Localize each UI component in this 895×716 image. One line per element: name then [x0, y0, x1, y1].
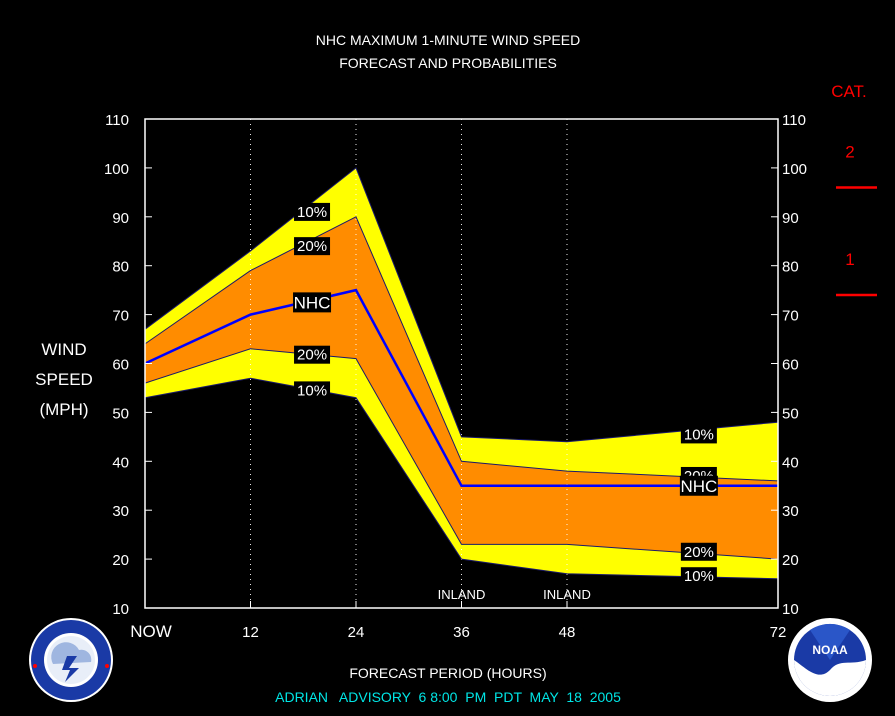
- band-label-box: [294, 345, 331, 364]
- band-label-box: [679, 475, 718, 496]
- band-label: 10%: [684, 426, 714, 443]
- series-line-0: [144, 167, 779, 443]
- y-tick-label-left: 70: [112, 308, 129, 325]
- category-title: CAT.: [831, 82, 867, 101]
- y-tick-label-right: 50: [782, 405, 799, 422]
- chart-subtitle: FORECAST AND PROBABILITIES: [339, 55, 557, 71]
- y-tick-label-right: 90: [782, 210, 799, 227]
- x-tick-label: 36: [453, 624, 470, 641]
- inland-label: INLAND: [438, 587, 486, 602]
- y-tick-label-left: 100: [104, 161, 129, 178]
- y-tick-label-left: 110: [105, 112, 129, 129]
- x-tick-label: NOW: [130, 622, 172, 641]
- y-tick-label-left: 20: [112, 552, 129, 569]
- category-scale: 21: [836, 142, 877, 297]
- y-axis-label-line-2: SPEED: [35, 370, 93, 389]
- x-tick-label: 72: [770, 624, 787, 641]
- y-tick-label-left: 60: [112, 357, 129, 374]
- y-axis-label-line-1: WIND: [41, 340, 86, 359]
- inland-label: INLAND: [543, 587, 591, 602]
- y-tick-label-left: 10: [112, 601, 129, 618]
- band-label: 10%: [297, 382, 327, 399]
- band-label: 20%: [297, 347, 327, 364]
- y-tick-label-right: 60: [782, 357, 799, 374]
- y-tick-label-right: 40: [782, 454, 799, 471]
- y-tick-label-left: 80: [112, 259, 129, 276]
- inland-labels: INLAND INLAND: [438, 587, 591, 602]
- x-tick-label: 24: [348, 624, 365, 641]
- band-label-box: [680, 542, 717, 561]
- y-tick-label-left: 30: [112, 503, 129, 520]
- noaa-logo-icon: NOAA: [788, 618, 872, 702]
- band-label-box: [294, 381, 331, 400]
- band-label-box: [680, 425, 717, 444]
- y-tick-label-right: 10: [782, 601, 799, 618]
- band-label-box: [294, 237, 331, 256]
- y-tick-label-right: 110: [782, 112, 806, 129]
- band-label: 10%: [684, 568, 714, 585]
- band-label-box: [294, 202, 331, 221]
- band-label: 20%: [684, 544, 714, 561]
- category-label: 1: [845, 250, 854, 269]
- y-tick-label-right: 20: [782, 552, 799, 569]
- category-label: 2: [845, 142, 854, 161]
- y-tick-label-left: 50: [112, 405, 129, 422]
- y-tick-label-right: 70: [782, 308, 799, 325]
- y-tick-label-right: 100: [782, 161, 807, 178]
- band-label: 10%: [297, 204, 327, 221]
- series-lines: [144, 167, 779, 580]
- y-tick-label-left: 90: [112, 210, 129, 227]
- series-line-3: [144, 348, 779, 560]
- y-tick-label-left: 40: [112, 454, 129, 471]
- series-line-1: [144, 216, 779, 482]
- band-label: NHC: [294, 293, 331, 312]
- noaa-logo-text: NOAA: [812, 643, 848, 657]
- band-label-box: [680, 567, 717, 586]
- x-axis-label: FORECAST PERIOD (HOURS): [349, 665, 546, 681]
- band-label: 20%: [297, 238, 327, 255]
- advisory-footer: ADRIAN ADVISORY 6 8:00 PM PDT MAY 18 200…: [275, 689, 621, 705]
- band-label: NHC: [680, 477, 717, 496]
- y-axis-label-line-3: (MPH): [39, 400, 88, 419]
- x-tick-label: 48: [559, 624, 576, 641]
- nws-logo-icon: [29, 618, 113, 702]
- x-axis-ticks: NOW 12 24 36 48 72: [130, 601, 786, 641]
- chart-title: NHC MAXIMUM 1-MINUTE WIND SPEED: [316, 32, 580, 48]
- y-tick-label-right: 30: [782, 503, 799, 520]
- y-axis-ticks: 10 10 20 20 30 30 40 40 50 50 60 60 70 70 80 80 90 90 100 1…: [104, 112, 807, 618]
- band-label-box: [293, 292, 332, 313]
- y-tick-label-right: 80: [782, 259, 799, 276]
- series-line-4: [144, 377, 779, 580]
- x-tick-label: 12: [242, 624, 259, 641]
- series-line-nhc: [144, 288, 778, 488]
